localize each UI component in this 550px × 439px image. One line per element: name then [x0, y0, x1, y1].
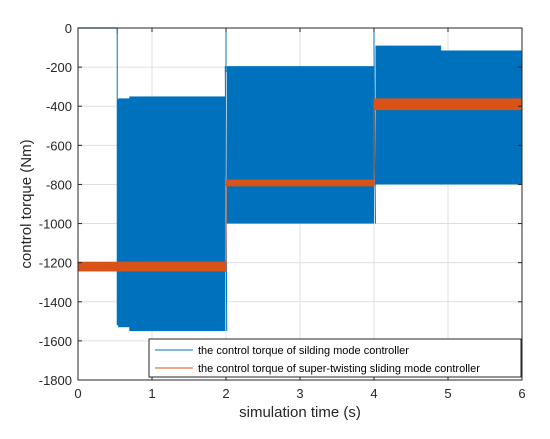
- legend-label-super-twisting: the control torque of super-twisting sli…: [198, 363, 480, 375]
- y-tick-label: -1600: [39, 334, 72, 349]
- legend: the control torque of silding mode contr…: [148, 338, 522, 378]
- series-band: [226, 66, 374, 224]
- y-tick-label: -1800: [39, 373, 72, 388]
- y-tick-label: -1000: [39, 217, 72, 232]
- series-band: [78, 261, 226, 272]
- y-tick-label: -400: [46, 99, 72, 114]
- series-band: [375, 45, 441, 185]
- x-tick-label: 3: [296, 386, 303, 401]
- x-axis-label: simulation time (s): [239, 404, 361, 421]
- y-tick-label: 0: [65, 21, 72, 36]
- x-tick-label: 0: [74, 386, 81, 401]
- y-tick-label: -200: [46, 60, 72, 75]
- y-axis-label: control torque (Nm): [18, 139, 35, 268]
- series-band: [374, 98, 522, 111]
- series-transition: [373, 45, 376, 224]
- x-tick-label: 6: [518, 386, 525, 401]
- y-tick-label: -600: [46, 138, 72, 153]
- x-tick-label: 2: [222, 386, 229, 401]
- series-band: [226, 179, 374, 187]
- series-band: [117, 99, 119, 326]
- series-0: [78, 27, 522, 332]
- series-layer: [78, 27, 522, 332]
- x-tick-label: 5: [444, 386, 451, 401]
- x-tick-label: 1: [148, 386, 155, 401]
- series-band: [129, 96, 226, 332]
- y-tick-label: -1200: [39, 256, 72, 271]
- legend-box: [148, 338, 522, 378]
- series-1: [78, 98, 522, 272]
- tick-labels: 0 1 2 3 4 5 6 0 -200 -400 -600 -800 -1000 -1200 -1400 -…: [39, 21, 526, 401]
- legend-label-sliding-mode: the control torque of silding mode contr…: [198, 345, 409, 357]
- series-band: [118, 98, 130, 328]
- y-tick-label: -1400: [39, 295, 72, 310]
- y-tick-label: -800: [46, 177, 72, 192]
- x-tick-label: 4: [370, 386, 377, 401]
- series-band: [440, 50, 522, 185]
